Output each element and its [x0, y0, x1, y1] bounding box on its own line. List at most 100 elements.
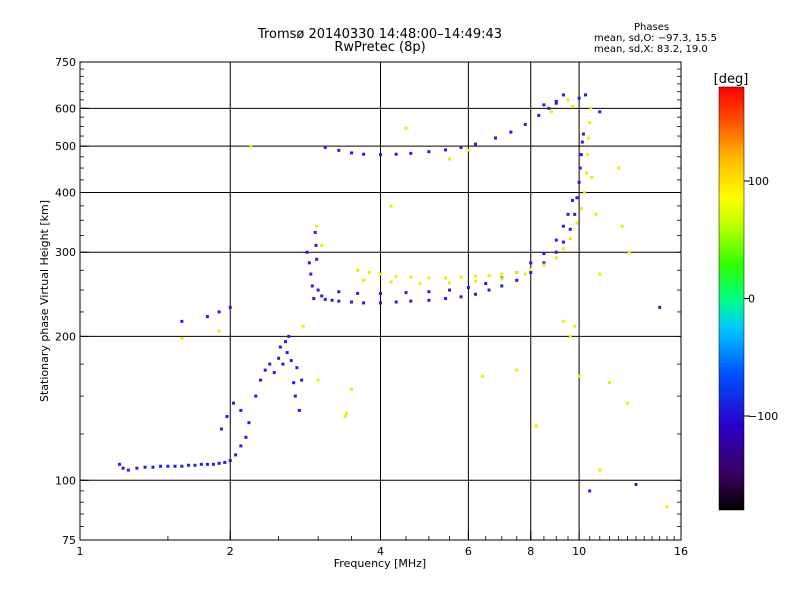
data-point	[320, 294, 324, 298]
data-point	[554, 238, 558, 242]
data-point	[193, 463, 197, 467]
data-point	[561, 93, 565, 97]
data-point	[259, 378, 263, 382]
data-point	[594, 212, 598, 216]
data-point	[323, 145, 327, 149]
data-point	[362, 278, 366, 282]
data-point	[561, 240, 565, 244]
data-point	[571, 198, 575, 202]
data-point	[466, 148, 470, 152]
data-point	[292, 381, 296, 385]
data-point	[228, 458, 232, 462]
data-point	[234, 453, 238, 457]
data-point	[350, 151, 354, 155]
data-point	[598, 110, 602, 114]
data-point	[379, 153, 382, 157]
data-point	[566, 98, 570, 102]
data-point	[500, 284, 504, 288]
data-point	[205, 462, 209, 466]
data-point	[444, 297, 448, 301]
data-point	[285, 351, 289, 355]
data-point	[315, 257, 319, 261]
data-point	[444, 276, 448, 280]
data-point	[389, 204, 393, 208]
data-point	[466, 286, 470, 290]
data-point	[180, 464, 184, 468]
data-point	[297, 408, 301, 412]
data-point	[394, 300, 398, 304]
data-point	[389, 280, 393, 284]
data-point	[409, 275, 413, 279]
y-tick-label: 75	[62, 534, 76, 547]
data-point	[529, 268, 533, 272]
x-tick-label: 2	[227, 545, 234, 558]
data-point	[473, 274, 477, 278]
data-point	[561, 319, 565, 323]
data-point	[584, 93, 588, 97]
data-point	[272, 371, 276, 375]
data-point	[278, 345, 282, 349]
data-point	[568, 237, 572, 241]
colorbar	[718, 86, 745, 511]
data-point	[312, 297, 316, 301]
data-point	[330, 298, 334, 302]
data-point	[473, 142, 477, 146]
data-point	[448, 281, 452, 285]
data-point	[337, 148, 341, 152]
data-point	[509, 130, 513, 134]
data-point	[620, 224, 624, 228]
y-tick-label: 400	[55, 186, 76, 199]
phase-o-stats: mean, sd,O: −97.3, 15.5	[594, 33, 717, 44]
data-point	[547, 106, 551, 110]
data-point	[598, 272, 602, 276]
y-tick-label: 750	[55, 56, 76, 69]
y-tick-label: 300	[55, 246, 76, 259]
data-point	[409, 299, 413, 303]
data-point	[542, 103, 546, 107]
data-point	[542, 252, 546, 256]
data-point	[617, 166, 621, 170]
data-point	[561, 247, 565, 251]
data-point	[180, 319, 184, 323]
data-point	[231, 401, 235, 405]
data-point	[627, 250, 631, 254]
y-tick-label: 500	[55, 140, 76, 153]
data-point	[293, 394, 297, 398]
y-axis-label: Stationary phase Virtual Height [km]	[38, 200, 51, 402]
data-point	[542, 263, 546, 267]
data-point	[573, 324, 577, 328]
data-point	[427, 150, 431, 154]
data-point	[448, 157, 452, 161]
data-point	[585, 171, 589, 175]
x-tick-label: 10	[572, 545, 586, 558]
data-point	[320, 243, 324, 247]
x-tick-label: 1	[77, 545, 84, 558]
data-point	[487, 274, 491, 278]
data-point	[554, 256, 558, 260]
x-tick-label: 4	[377, 545, 384, 558]
data-point	[500, 272, 504, 276]
colorbar-tick-label: 100	[748, 175, 769, 188]
data-point	[249, 144, 253, 148]
data-point	[394, 274, 398, 278]
data-point	[307, 261, 311, 265]
data-point	[313, 230, 317, 234]
data-point	[580, 140, 584, 144]
data-point	[607, 381, 611, 385]
data-point	[199, 462, 203, 466]
data-point	[444, 148, 448, 152]
data-point	[579, 153, 583, 157]
data-point	[379, 272, 382, 276]
data-point	[581, 132, 585, 136]
data-point	[310, 284, 314, 288]
x-tick-label: 16	[674, 545, 688, 558]
colorbar-ticks: 100 0 −100	[744, 175, 778, 423]
data-point	[568, 227, 572, 231]
data-point	[356, 268, 360, 272]
data-point	[549, 110, 553, 114]
data-point	[135, 466, 139, 470]
grid-lines	[80, 62, 681, 540]
chart-subtitle: RwPretec (8p)	[334, 40, 426, 55]
data-point	[337, 290, 341, 294]
